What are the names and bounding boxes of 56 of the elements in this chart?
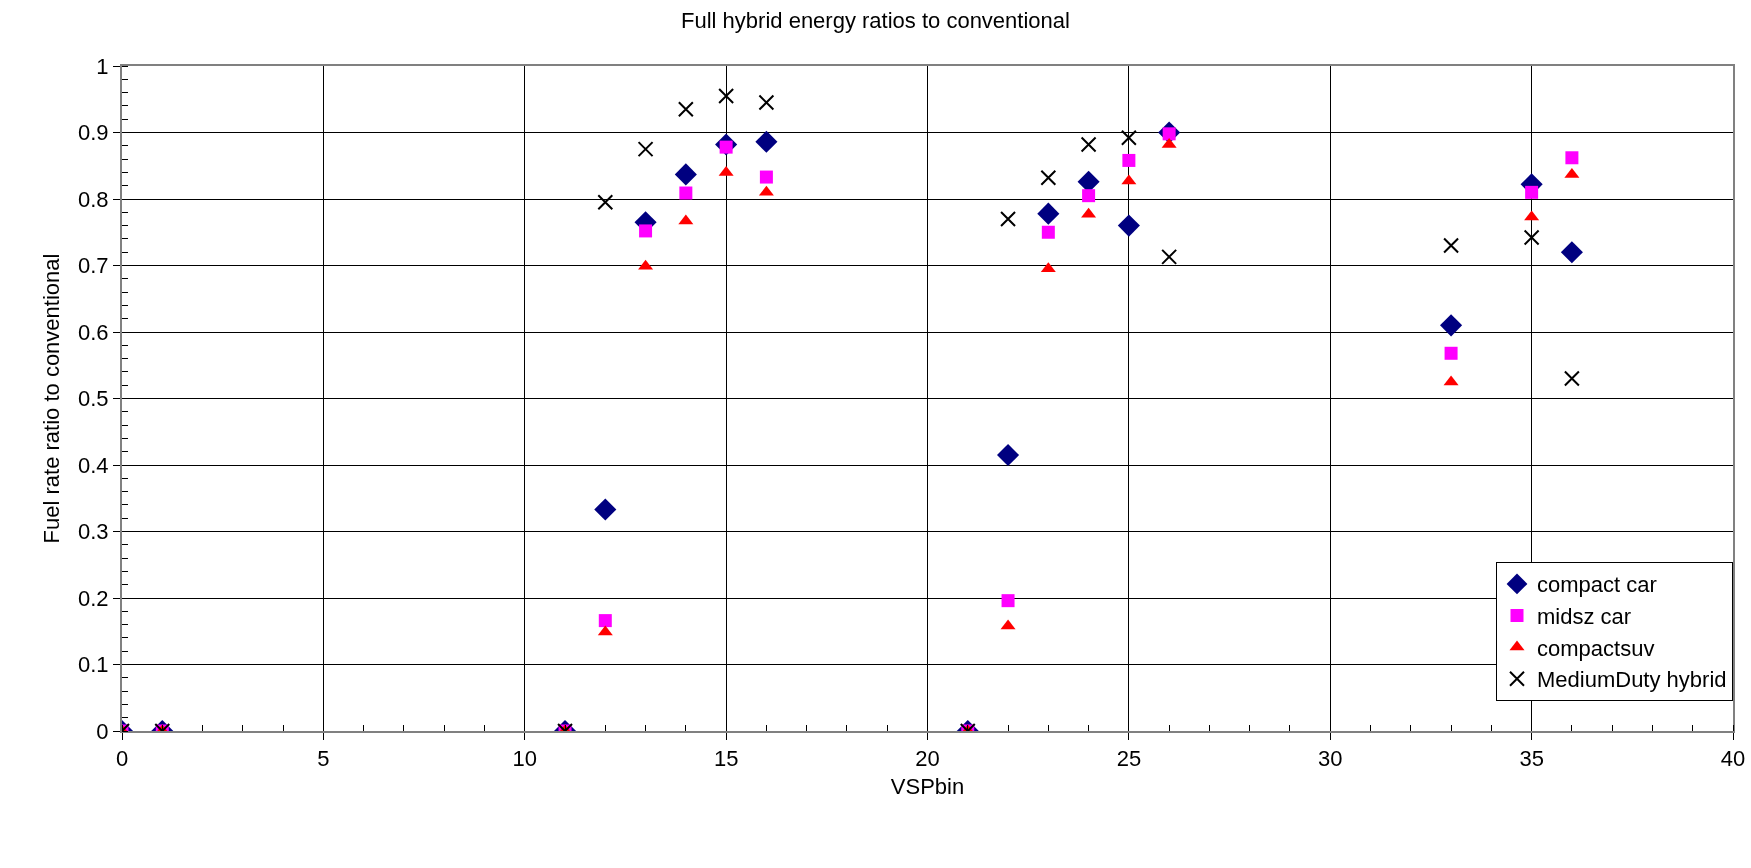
y-tick-label: 0.2 [78, 585, 109, 611]
point [637, 141, 654, 158]
point [758, 94, 775, 111]
x-tick-label: 35 [1519, 746, 1544, 772]
y-tick-label: 0.4 [78, 452, 109, 478]
chart-title: Full hybrid energy ratios to conventional [681, 8, 1070, 34]
x-tick-label: 25 [1116, 746, 1142, 772]
y-axis-title: Fuel rate ratio to conventional [39, 253, 65, 544]
point [1565, 151, 1579, 165]
x-axis-title: VSPbin [890, 773, 965, 799]
point [1117, 214, 1140, 237]
y-tick-label: 0.1 [78, 652, 109, 678]
point [1000, 210, 1017, 227]
legend-label: MediumDuty hybrid [1537, 667, 1727, 693]
y-tick-label: 0.6 [78, 319, 109, 345]
point [1080, 136, 1097, 153]
y-tick-label: 0.8 [78, 186, 109, 212]
point [1563, 370, 1580, 387]
point [679, 186, 693, 200]
y-tick-label: 0 [96, 718, 109, 744]
point [1440, 314, 1463, 337]
point [597, 194, 614, 211]
point [1037, 202, 1060, 225]
point [755, 130, 778, 153]
x-tick-label: 30 [1318, 746, 1343, 772]
point [639, 224, 653, 238]
point [1040, 169, 1057, 186]
legend-label: compactsuv [1537, 635, 1655, 661]
y-tick-label: 0.7 [78, 253, 109, 279]
point [1082, 189, 1096, 203]
y-tick-label: 0.9 [78, 120, 109, 146]
x-tick-label: 0 [115, 746, 129, 772]
point [997, 443, 1020, 467]
point [1443, 237, 1460, 254]
x-tick-label: 5 [317, 746, 330, 772]
x-tick-label: 20 [915, 746, 940, 772]
legend-label: midsz car [1537, 604, 1632, 630]
point [1120, 129, 1137, 146]
point [1122, 153, 1136, 167]
x-tick-label: 40 [1720, 746, 1746, 772]
point [759, 170, 773, 184]
point [1041, 225, 1055, 239]
legend-label: compact car [1537, 572, 1657, 598]
x-tick-label: 15 [713, 746, 739, 772]
y-tick-label: 0.3 [78, 519, 109, 545]
point [1560, 241, 1583, 264]
y-tick-label: 1 [96, 53, 109, 79]
point [718, 87, 735, 104]
point [1161, 248, 1178, 265]
point [1525, 185, 1539, 199]
point [677, 101, 694, 118]
point [674, 163, 697, 186]
y-tick-label: 0.5 [78, 386, 109, 412]
point [1444, 346, 1458, 360]
x-tick-label: 10 [512, 746, 537, 772]
point [1523, 229, 1540, 246]
